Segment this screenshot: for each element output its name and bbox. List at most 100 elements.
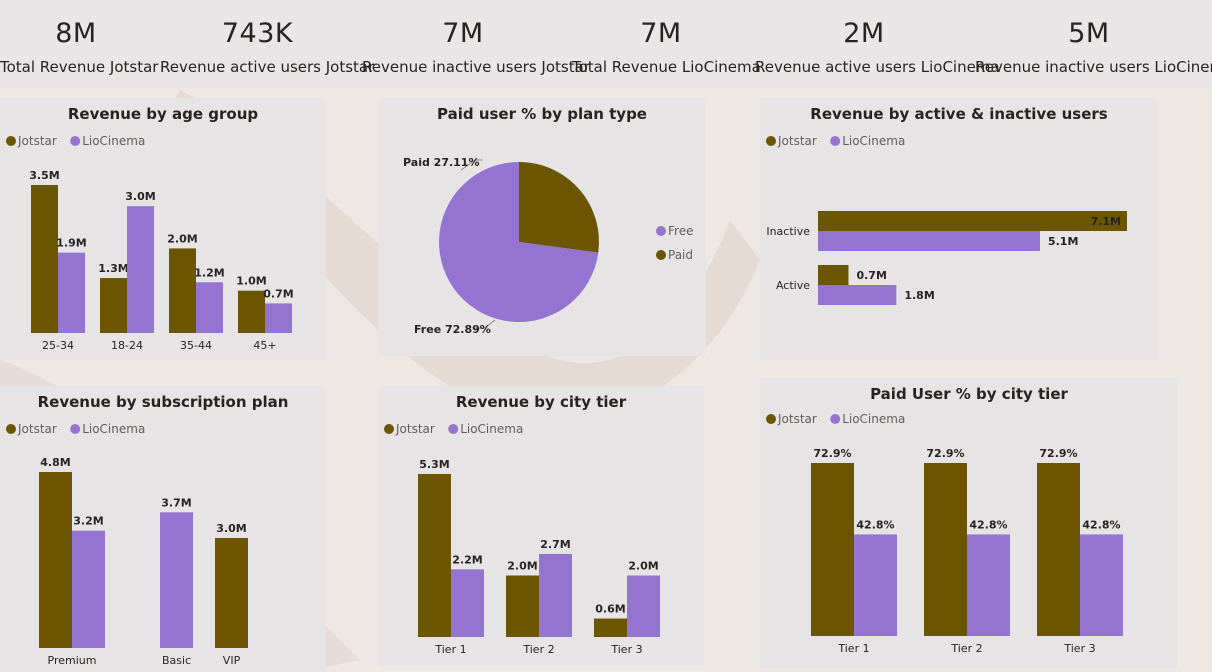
bar xyxy=(967,534,1010,636)
legend-label: LioCinema xyxy=(82,134,145,148)
data-label: 1.3M xyxy=(98,262,128,275)
revenue-by-active-inactive-chart[interactable]: Revenue by active & inactive users Jotsta… xyxy=(760,98,1158,360)
bar xyxy=(265,303,292,333)
paid-user-by-plan-chart[interactable]: Paid user % by plan type Paid 27.11% Free … xyxy=(378,98,706,356)
kpi-value: 5M xyxy=(1068,18,1110,49)
kpi-value: 7M xyxy=(640,18,682,49)
subscription-chart-svg: Revenue by subscription plan Jotstar LioCi… xyxy=(6,393,289,667)
legend-label: Jotstar xyxy=(17,134,57,148)
data-label: 2.2M xyxy=(452,553,482,566)
data-label: 3.2M xyxy=(73,515,103,528)
legend-label: Jotstar xyxy=(777,412,817,426)
x-tick-label: 45+ xyxy=(253,339,276,352)
kpi-card[interactable]: 8M Total Revenue Jotstar xyxy=(0,0,158,88)
data-label: 72.9% xyxy=(1039,447,1077,460)
data-label: 0.6M xyxy=(595,603,625,616)
slice-label: Paid 27.11% xyxy=(403,156,479,169)
slice-label: Free 72.89% xyxy=(414,323,491,336)
bar xyxy=(506,575,539,637)
kpi-card[interactable]: 7M Revenue inactive users Jotstar xyxy=(362,0,590,88)
bar xyxy=(196,282,223,333)
kpi-label: Total Revenue LioCinema xyxy=(572,58,761,76)
x-tick-label: Tier 1 xyxy=(837,642,869,655)
kpi-card[interactable]: 743K Revenue active users Jotstar xyxy=(160,0,375,88)
legend-label: Free xyxy=(668,224,693,238)
data-label: 1.2M xyxy=(194,266,224,279)
chart-title: Revenue by active & inactive users xyxy=(810,105,1107,123)
chart-title: Revenue by age group xyxy=(68,105,259,123)
data-label: 5.1M xyxy=(1048,235,1078,248)
bar xyxy=(72,530,105,648)
legend-marker xyxy=(766,136,776,146)
kpi-card[interactable]: 2M Revenue active users LioCinema xyxy=(755,0,1000,88)
active-chart-svg: Revenue by active & inactive users Jotsta… xyxy=(766,105,1127,305)
kpi-label: Revenue active users LioCinema xyxy=(755,58,1000,76)
legend-marker xyxy=(70,424,81,434)
x-tick-label: Tier 3 xyxy=(610,643,642,656)
legend-label: Jotstar xyxy=(777,134,817,148)
legend-marker xyxy=(70,136,81,146)
leader-line xyxy=(460,159,483,171)
leader-line xyxy=(475,319,496,329)
revenue-by-age-group-chart[interactable]: Revenue by age group Jotstar LioCinema 3.5M… xyxy=(0,98,326,360)
data-label: 0.7M xyxy=(263,287,293,300)
data-label: 2.7M xyxy=(540,538,570,551)
chart-title: Paid User % by city tier xyxy=(870,385,1068,403)
bar xyxy=(818,265,849,285)
legend-label: LioCinema xyxy=(460,422,523,436)
bar xyxy=(811,463,854,636)
chart-title: Revenue by subscription plan xyxy=(38,393,289,411)
kpi-label: Revenue inactive users Jotstar xyxy=(362,58,590,76)
kpi-value: 743K xyxy=(221,18,294,49)
kpi-label: Revenue inactive users LioCinema xyxy=(975,58,1212,76)
x-tick-label: VIP xyxy=(223,654,241,667)
legend-label: LioCinema xyxy=(82,422,145,436)
data-label: 72.9% xyxy=(926,447,964,460)
data-label: 42.8% xyxy=(969,518,1007,531)
legend-marker xyxy=(384,424,394,434)
pie-slice xyxy=(439,162,599,322)
legend-marker xyxy=(6,136,16,146)
y-tick-label: Active xyxy=(776,279,810,292)
data-label: 3.0M xyxy=(216,522,246,535)
paid-city-chart-svg: Paid User % by city tier Jotstar LioCinema… xyxy=(766,385,1123,655)
x-tick-label: Basic xyxy=(162,654,191,667)
bar xyxy=(1037,463,1080,636)
age-chart-svg: Revenue by age group Jotstar LioCinema 3.5M… xyxy=(6,105,294,352)
data-label: 1.9M xyxy=(56,237,86,250)
bar xyxy=(451,569,484,637)
kpi-card[interactable]: 7M Total Revenue LioCinema xyxy=(572,0,761,88)
x-tick-label: Tier 3 xyxy=(1063,642,1095,655)
data-label: 2.0M xyxy=(167,232,197,245)
kpi-bar: 8M Total Revenue Jotstar 743K Revenue ac… xyxy=(0,0,1212,88)
bar xyxy=(215,538,248,648)
kpi-value: 8M xyxy=(55,18,97,49)
legend-marker xyxy=(448,424,459,434)
legend-marker xyxy=(830,414,841,424)
data-label: 42.8% xyxy=(856,518,894,531)
x-tick-label: Premium xyxy=(48,654,97,667)
data-label: 4.8M xyxy=(40,456,70,469)
city-tier-chart-svg: Revenue by city tier Jotstar LioCinema 5.3M… xyxy=(384,393,660,656)
data-label: 3.0M xyxy=(125,190,155,203)
x-tick-label: 25-34 xyxy=(42,339,74,352)
revenue-by-city-tier-chart[interactable]: Revenue by city tier Jotstar LioCinema 5.3M… xyxy=(378,386,704,666)
bar xyxy=(39,472,72,648)
bar xyxy=(169,248,196,333)
data-label: 7.1M xyxy=(1091,215,1121,228)
kpi-card[interactable]: 5M Revenue inactive users LioCinema xyxy=(975,0,1212,88)
data-label: 2.0M xyxy=(507,559,537,572)
legend-label: LioCinema xyxy=(842,412,905,426)
x-tick-label: Tier 1 xyxy=(434,643,466,656)
kpi-label: Revenue active users Jotstar xyxy=(160,58,375,76)
bar xyxy=(539,553,572,637)
data-label: 2.0M xyxy=(628,559,658,572)
kpi-value: 2M xyxy=(843,18,885,49)
bar xyxy=(818,211,1127,231)
bar xyxy=(100,278,127,333)
revenue-by-subscription-plan-chart[interactable]: Revenue by subscription plan Jotstar LioCi… xyxy=(0,386,326,672)
paid-user-by-city-tier-chart[interactable]: Paid User % by city tier Jotstar LioCinema… xyxy=(760,378,1178,668)
bar xyxy=(924,463,967,636)
bar xyxy=(1080,534,1123,636)
chart-title: Revenue by city tier xyxy=(456,393,627,411)
